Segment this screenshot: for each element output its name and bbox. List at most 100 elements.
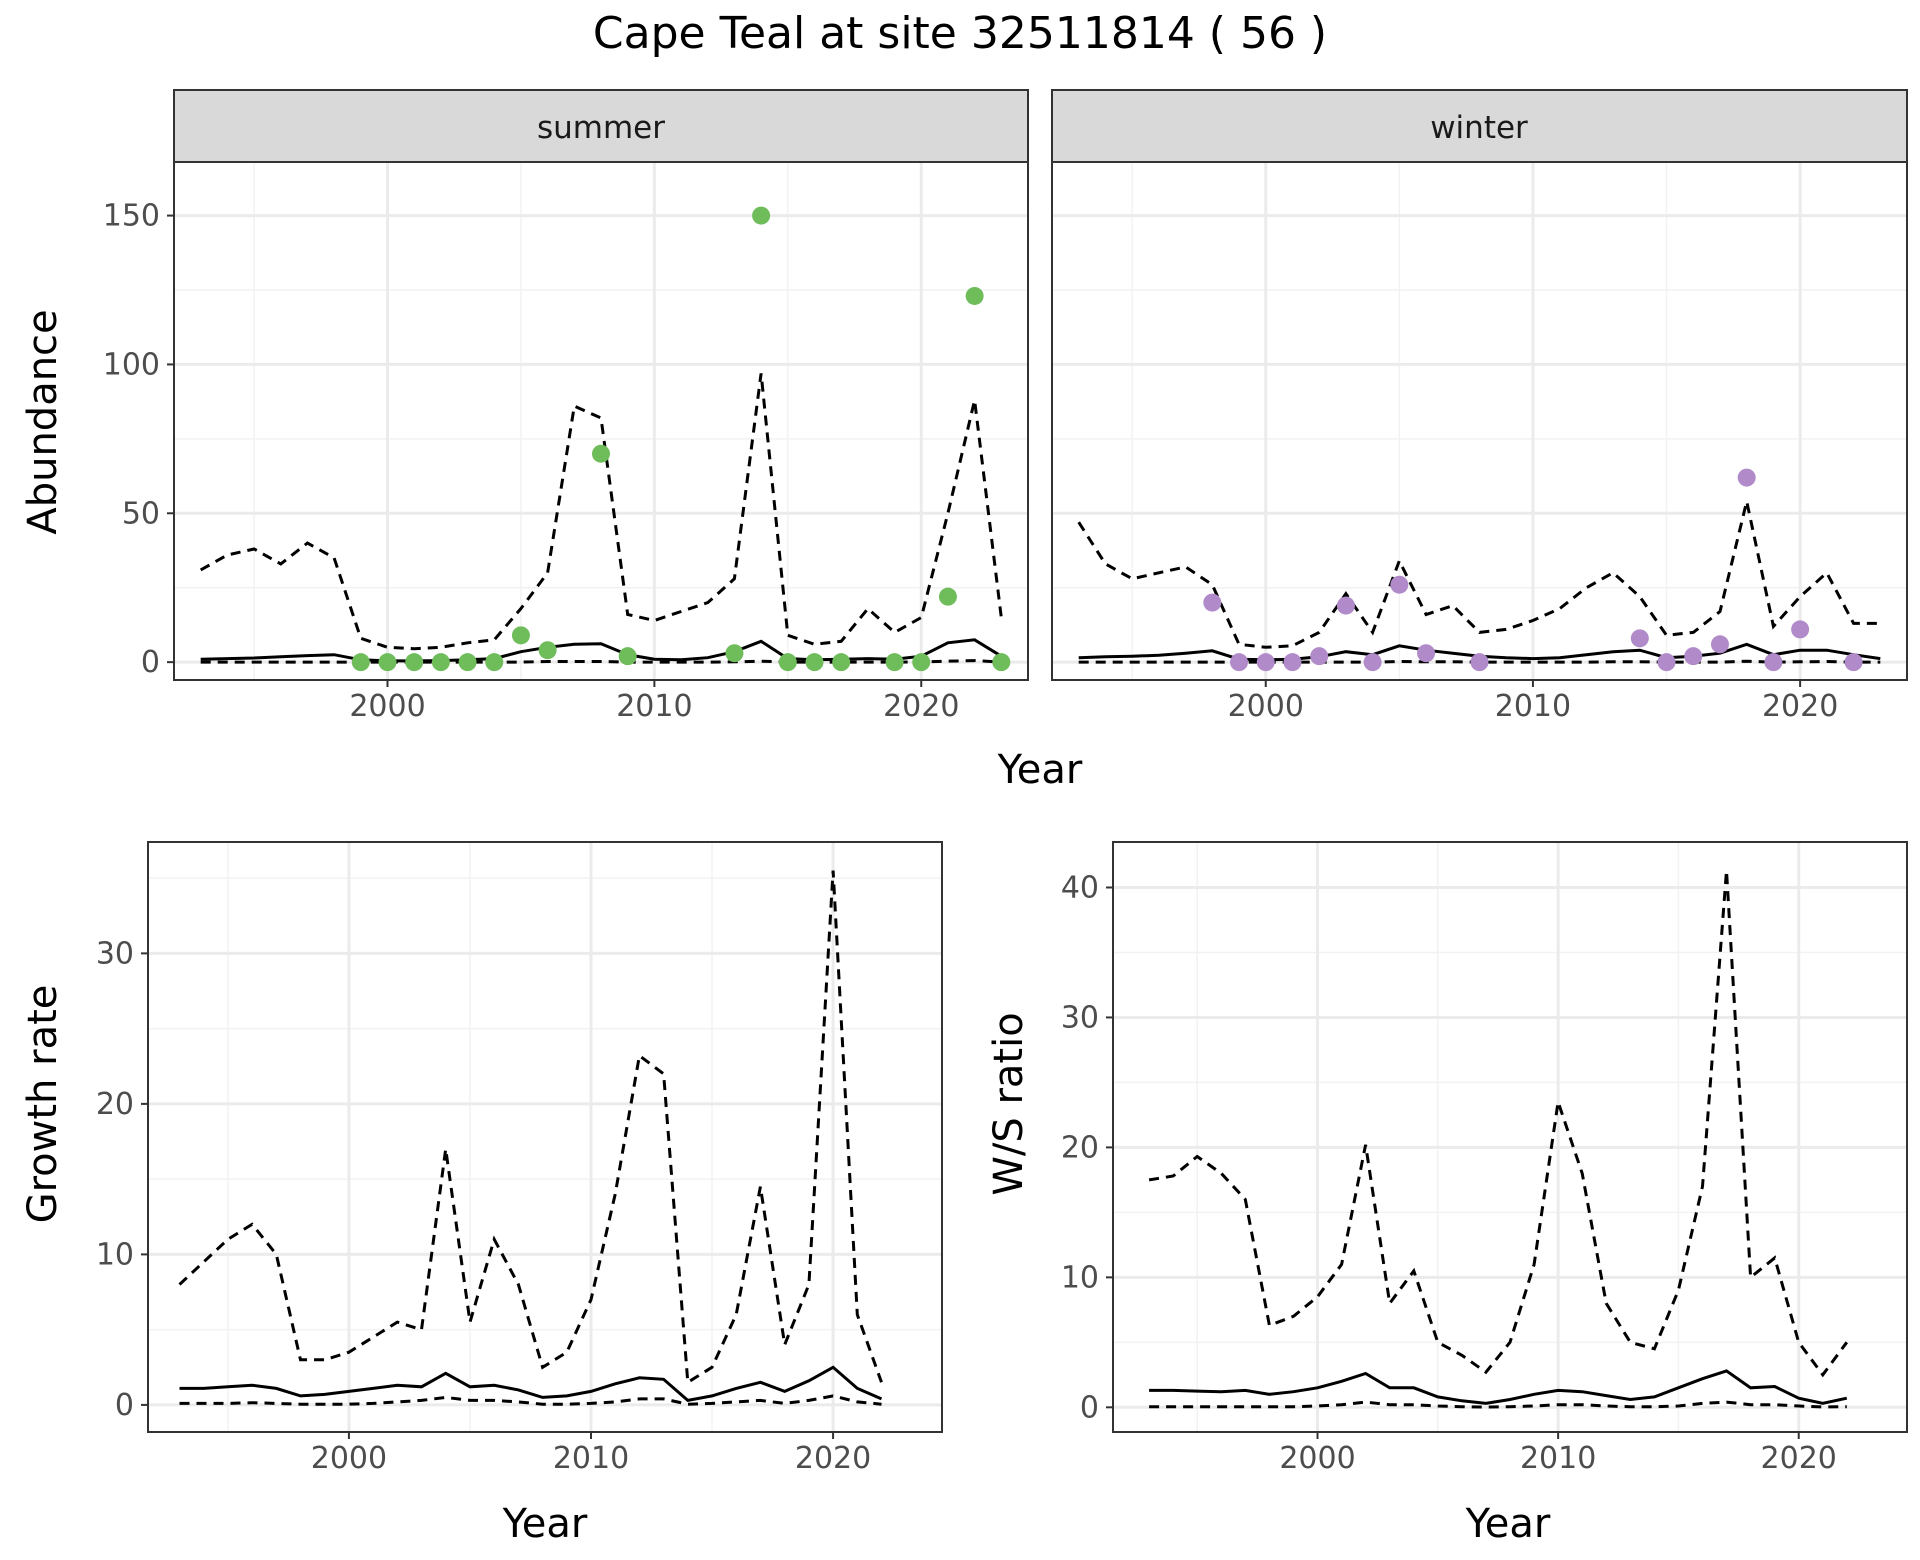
data-point [1417,644,1436,663]
plot-area-growth: 2000 2010 2020 0 10 20 30 [96,841,943,1476]
data-point [511,626,530,645]
upper-bound-line [1148,870,1849,1378]
growth-y-axis-title: Growth rate [20,985,66,1224]
abundance-panel: summer 2000 2010 2020 0 50 100 150 winter 2000… [20,89,1908,793]
median-line [179,1365,883,1403]
y-tick-label: 10 [1061,1260,1099,1295]
abundance-y-axis-title: Abundance [20,309,66,534]
data-point [431,653,450,672]
data-point [485,653,504,672]
upper-bound-line [1077,501,1881,649]
growth-x-axis-title: Year [502,1501,588,1547]
x-tick-label: 2020 [1762,689,1838,724]
data-point [938,587,957,606]
data-point [1310,647,1329,666]
data-point [805,653,824,672]
y-tick-label: 30 [1061,1000,1099,1035]
x-tick-label: 2010 [1520,1441,1596,1476]
panel-border [173,161,1029,681]
strip-summer-label: summer [537,110,665,146]
data-point [1256,653,1275,672]
y-tick-label: 150 [103,199,160,234]
panel-background [1113,842,1907,1432]
x-tick-label: 2010 [553,1441,629,1476]
y-tick-label: 50 [122,496,160,531]
y-tick-label: 100 [103,347,160,382]
data-point [378,653,397,672]
x-tick-label: 2010 [616,689,692,724]
lower-bound-line [179,1394,882,1406]
median-line [200,638,1003,663]
y-tick-label: 40 [1061,870,1099,905]
data-point [1844,653,1863,672]
y-tick-label: 20 [1061,1130,1099,1165]
abundance-x-axis-title: Year [997,747,1083,793]
strip-summer [173,89,1029,163]
panel-background [174,162,1028,680]
data-point [1203,593,1222,612]
data-point [1336,596,1355,615]
data-point [1737,468,1756,487]
data-point [832,653,851,672]
panel-border [1051,161,1908,681]
x-tick-label: 2010 [1495,689,1571,724]
data-point [1230,653,1249,672]
facet-winter: winter 2000 2010 2020 [1051,89,1908,724]
data-point [538,641,557,660]
data-point [1363,653,1382,672]
data-point [725,644,744,663]
data-point [351,653,370,672]
y-tick-label: 30 [96,936,134,971]
x-tick-label: 2020 [795,1441,871,1476]
data-point [618,647,637,666]
data-point [1283,653,1302,672]
data-point [1470,653,1489,672]
y-tick-label: 10 [96,1237,134,1272]
data-point [778,653,797,672]
ws-ratio-y-axis-title: W/S ratio [986,1012,1032,1195]
upper-bound-line [178,870,883,1385]
data-point [1657,653,1676,672]
y-tick-label: 0 [1080,1390,1099,1425]
data-point [1764,653,1783,672]
y-tick-label: 0 [141,645,160,680]
x-tick-label: 2000 [1279,1441,1355,1476]
median-line [1149,1369,1848,1405]
data-point [752,206,771,225]
facet-summer: summer 2000 2010 2020 0 50 100 150 [103,89,1029,724]
panel-border [1112,841,1908,1433]
lower-bound-line [200,659,1002,664]
data-point [405,653,424,672]
y-tick-label: 0 [115,1388,134,1423]
data-point [592,444,610,463]
plot-area-ws-ratio: 2000 2010 2020 0 10 20 30 40 [1061,841,1908,1476]
x-tick-label: 2000 [349,689,425,724]
data-point [1710,635,1729,654]
figure-title: Cape Teal at site 32511814 ( 56 ) [593,8,1327,59]
ws-ratio-x-axis-title: Year [1465,1501,1551,1547]
data-point [992,653,1011,672]
data-point [458,653,477,672]
x-tick-label: 2000 [1228,689,1304,724]
strip-winter-label: winter [1430,110,1528,146]
x-tick-label: 2020 [883,689,959,724]
x-tick-label: 2020 [1761,1441,1837,1476]
data-point [885,653,904,672]
x-tick-label: 2000 [311,1441,387,1476]
y-tick-label: 20 [96,1087,134,1122]
ws-ratio-panel: 2000 2010 2020 0 10 20 30 40 Year W/S ratio [986,841,1908,1547]
strip-winter [1051,89,1908,163]
panel-background [148,842,942,1432]
plot-area-winter: 2000 2010 2020 [1051,161,1908,724]
plot-area-summer: 2000 2010 2020 0 50 100 150 [103,161,1029,724]
growth-panel: 2000 2010 2020 0 10 20 30 Year Growth rate [20,841,943,1547]
data-point [1684,647,1703,666]
data-point [1791,620,1810,639]
data-point [1630,629,1649,648]
panel-background [1052,162,1907,680]
data-point [1390,575,1409,594]
data-point [965,286,984,305]
panel-border [147,841,943,1433]
data-point [912,653,931,672]
